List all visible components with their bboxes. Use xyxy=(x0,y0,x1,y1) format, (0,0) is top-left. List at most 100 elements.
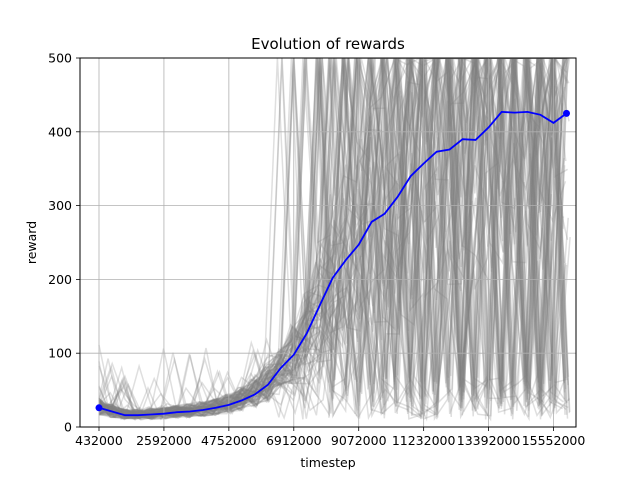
run-line xyxy=(98,58,564,421)
run-line xyxy=(98,58,569,420)
run-line xyxy=(98,58,568,420)
x-tick-label: 9072000 xyxy=(331,433,387,448)
y-tick-label: 400 xyxy=(48,124,72,139)
mean-series xyxy=(95,109,571,417)
mean-end-point xyxy=(563,109,571,117)
run-line xyxy=(98,58,565,418)
x-axis-label: timestep xyxy=(300,455,355,470)
run-line xyxy=(98,58,565,421)
run-line xyxy=(98,58,564,421)
run-line xyxy=(98,58,567,418)
run-line xyxy=(98,58,567,419)
run-line xyxy=(98,58,566,420)
run-line xyxy=(98,58,570,420)
run-line xyxy=(98,58,564,416)
run-line xyxy=(98,58,569,419)
run-line xyxy=(98,58,564,419)
run-line xyxy=(98,58,566,417)
run-line xyxy=(98,58,568,418)
run-line xyxy=(98,58,566,420)
x-tick-label: 432000 xyxy=(75,433,123,448)
run-line xyxy=(98,58,564,418)
run-line xyxy=(98,58,571,419)
run-line xyxy=(98,58,567,420)
run-line xyxy=(98,58,566,420)
run-line xyxy=(98,58,566,417)
gridlines xyxy=(80,57,576,428)
run-line xyxy=(98,58,571,422)
run-line xyxy=(98,58,568,418)
run-line xyxy=(98,58,566,421)
run-line xyxy=(98,58,564,420)
run-line xyxy=(98,58,566,420)
y-tick-label: 300 xyxy=(48,198,72,213)
run-line xyxy=(98,58,567,420)
run-line xyxy=(98,58,566,421)
run-line xyxy=(98,58,569,419)
run-line xyxy=(98,58,566,418)
run-line xyxy=(98,58,565,420)
run-line xyxy=(98,58,569,418)
run-line xyxy=(98,58,565,420)
run-line xyxy=(98,58,568,418)
run-line xyxy=(98,58,571,420)
y-ticks: 0 100 200 300 400 500 xyxy=(48,51,80,435)
run-line xyxy=(98,58,565,420)
run-line xyxy=(98,58,568,422)
run-line xyxy=(98,58,567,418)
run-line xyxy=(98,58,569,417)
run-line xyxy=(98,58,568,420)
x-tick-label: 13392000 xyxy=(457,433,521,448)
run-line xyxy=(98,58,567,418)
y-tick-label: 100 xyxy=(48,346,72,361)
run-line xyxy=(98,58,568,419)
run-line xyxy=(98,58,564,420)
x-tick-label: 6912000 xyxy=(266,433,322,448)
x-tick-label: 4752000 xyxy=(201,433,257,448)
run-line xyxy=(98,58,566,417)
run-line xyxy=(98,58,569,419)
run-line xyxy=(98,58,564,418)
run-line xyxy=(98,58,566,422)
run-line xyxy=(98,58,567,419)
run-line xyxy=(98,58,571,421)
run-line xyxy=(98,58,570,419)
run-line xyxy=(98,58,564,420)
run-line xyxy=(98,58,570,416)
run-line xyxy=(98,58,566,418)
run-line xyxy=(98,58,570,421)
run-line xyxy=(98,58,566,420)
run-line xyxy=(98,58,565,418)
run-line xyxy=(98,58,568,420)
run-line xyxy=(98,58,565,419)
plot-frame xyxy=(79,57,577,428)
run-line xyxy=(98,58,567,420)
mean-line xyxy=(98,110,568,417)
x-ticks: 432000 2592000 4752000 6912000 9072000 112320… xyxy=(75,427,585,448)
run-line xyxy=(98,58,565,418)
y-tick-label: 0 xyxy=(64,420,72,435)
y-tick-label: 200 xyxy=(48,272,72,287)
x-tick-label: 15552000 xyxy=(522,433,586,448)
mean-start-point xyxy=(95,404,103,412)
run-line xyxy=(98,58,569,420)
run-line xyxy=(98,58,564,418)
run-line xyxy=(98,58,564,416)
x-tick-label: 2592000 xyxy=(136,433,192,448)
run-line xyxy=(98,58,564,420)
run-line xyxy=(98,58,566,420)
run-line xyxy=(98,58,563,417)
x-tick-label: 11232000 xyxy=(392,433,456,448)
run-line xyxy=(98,58,568,420)
run-line xyxy=(98,58,567,419)
chart-title: Evolution of rewards xyxy=(251,35,405,53)
run-line xyxy=(98,58,565,419)
y-axis-label: reward xyxy=(24,221,39,264)
run-line xyxy=(98,58,563,419)
run-line xyxy=(98,58,570,422)
individual-runs xyxy=(98,58,571,422)
run-line xyxy=(98,58,565,420)
run-line xyxy=(98,58,566,420)
run-line xyxy=(98,58,569,420)
